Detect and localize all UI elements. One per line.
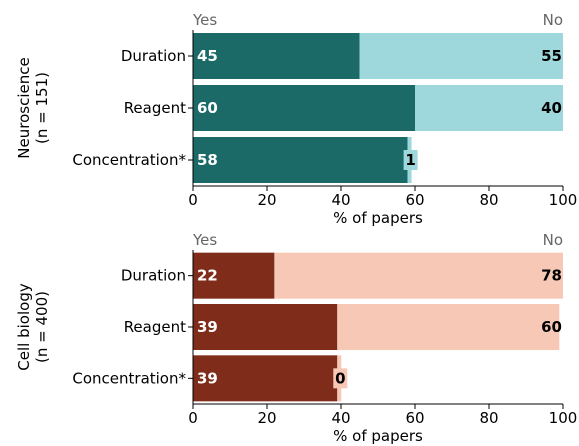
group-label-line: Cell biology (15, 283, 33, 371)
bar-yes-label: 22 (197, 267, 218, 285)
x-tick-label: 100 (549, 191, 578, 209)
group-label-1: Cell biology(n = 400) (15, 283, 51, 371)
bar-no-label: 1 (405, 151, 415, 169)
bar-yes-label: 45 (197, 47, 218, 65)
bar-no-label-box (333, 368, 348, 389)
bar-yes (193, 304, 338, 350)
header-no-0: No (543, 11, 563, 29)
bar-no-label: 40 (541, 99, 562, 117)
header-yes-1: Yes (192, 231, 217, 249)
category-label: Duration (121, 267, 186, 285)
bar-no (359, 33, 563, 79)
bar-yes (193, 252, 275, 299)
x-tick-label: 0 (188, 191, 198, 209)
bar-yes (193, 33, 360, 79)
group-label-0: Neuroscience(n = 151) (15, 57, 51, 158)
category-label: Reagent (124, 318, 186, 336)
category-label: Duration (121, 47, 186, 65)
x-tick-label: 60 (405, 409, 424, 427)
bar-no (415, 85, 563, 131)
category-label: Concentration* (72, 151, 186, 169)
bar-yes (193, 137, 408, 183)
bar-no-label-box (403, 150, 418, 170)
category-label: Reagent (124, 99, 186, 117)
bar-yes-label: 60 (197, 99, 218, 117)
x-tick-label: 80 (479, 191, 498, 209)
bar-yes (193, 85, 415, 131)
bar-yes-label: 58 (197, 151, 218, 169)
group-label-line: Neuroscience (15, 57, 33, 158)
bar-no-label: 60 (541, 318, 562, 336)
x-axis-title: % of papers (333, 427, 423, 445)
bar-no (337, 304, 560, 350)
x-tick-label: 60 (405, 191, 424, 209)
header-no-1: No (543, 231, 563, 249)
group-label-line: (n = 400) (33, 291, 51, 363)
x-tick-label: 100 (549, 409, 578, 427)
category-label: Concentration* (72, 369, 186, 387)
x-tick-label: 40 (331, 191, 350, 209)
bar-no-label: 55 (541, 47, 562, 65)
x-axis-title: % of papers (333, 209, 423, 227)
x-tick-label: 20 (257, 191, 276, 209)
x-tick-label: 40 (331, 409, 350, 427)
bar-yes-label: 39 (197, 369, 218, 387)
bar-no (274, 252, 563, 299)
bar-no-label: 78 (541, 267, 562, 285)
bar-yes-label: 39 (197, 318, 218, 336)
x-tick-label: 80 (479, 409, 498, 427)
x-tick-label: 0 (188, 409, 198, 427)
header-yes-0: Yes (192, 11, 217, 29)
group-label-line: (n = 151) (33, 72, 51, 144)
x-tick-label: 20 (257, 409, 276, 427)
bar-no-label: 0 (335, 369, 345, 387)
bar-yes (193, 355, 338, 402)
